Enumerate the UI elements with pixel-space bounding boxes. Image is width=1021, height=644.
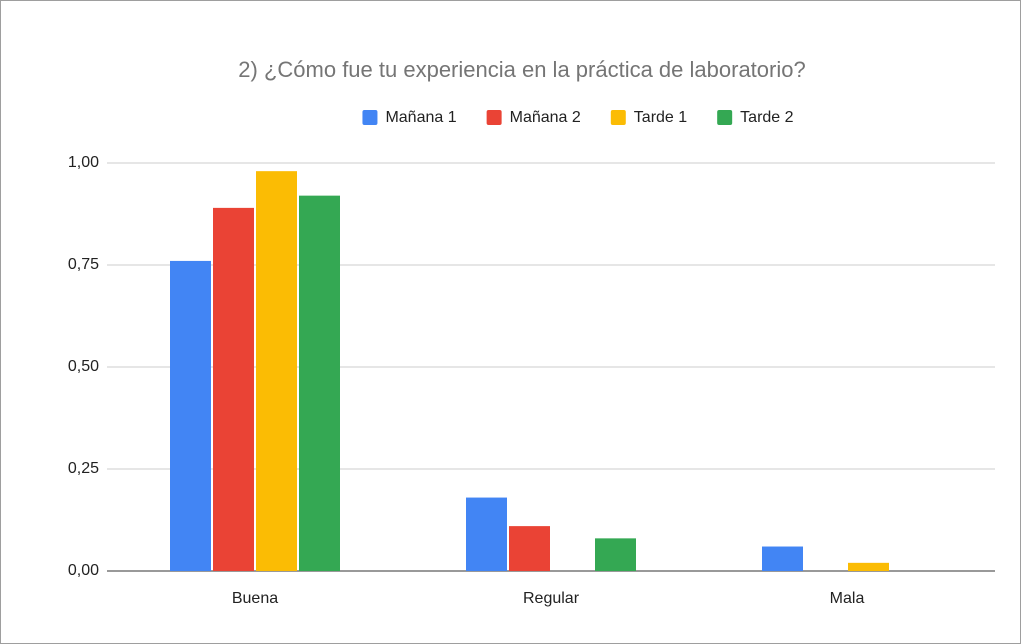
legend-label: Tarde 2 bbox=[740, 109, 793, 126]
y-tick-label: 0,50 bbox=[68, 358, 99, 375]
legend-swatch bbox=[486, 110, 502, 125]
y-tick-label: 1,00 bbox=[68, 154, 99, 171]
bar bbox=[466, 497, 507, 571]
bar bbox=[762, 546, 803, 571]
x-tick-label: Mala bbox=[830, 590, 865, 607]
y-tick-label: 0,00 bbox=[68, 562, 99, 579]
bar bbox=[213, 207, 254, 571]
x-tick-label: Regular bbox=[523, 590, 580, 607]
bar bbox=[595, 538, 636, 571]
y-tick-label: 0,25 bbox=[68, 460, 99, 477]
bar bbox=[509, 526, 550, 571]
legend-swatch bbox=[717, 110, 733, 125]
x-tick-label: Buena bbox=[232, 590, 278, 607]
legend-label: Mañana 2 bbox=[510, 109, 581, 126]
legend-swatch bbox=[362, 110, 378, 125]
y-tick-label: 0,75 bbox=[68, 256, 99, 273]
legend-swatch bbox=[610, 110, 626, 125]
bar bbox=[256, 171, 297, 571]
chart-title: 2) ¿Cómo fue tu experiencia en la prácti… bbox=[238, 57, 805, 82]
bar bbox=[848, 562, 889, 571]
bar bbox=[299, 195, 340, 571]
legend-label: Tarde 1 bbox=[634, 109, 687, 126]
legend-label: Mañana 1 bbox=[385, 109, 456, 126]
bar bbox=[170, 260, 211, 571]
